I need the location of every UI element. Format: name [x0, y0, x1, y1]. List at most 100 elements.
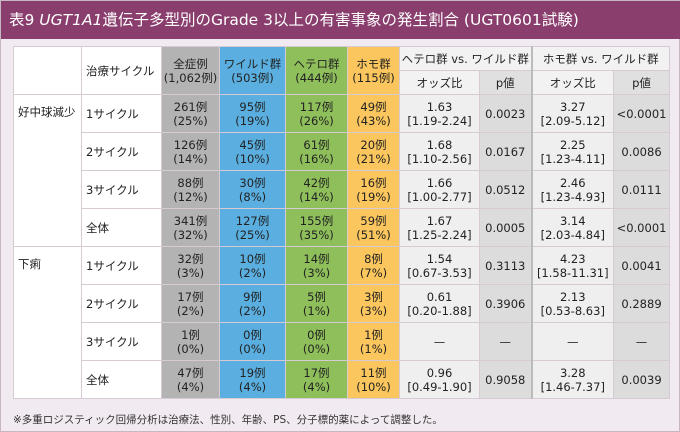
table-row: 下痢 1サイクル 32例 (3%) 10例 (2%) 14例 (3%) 8例 (7%) 1.54 [0…: [13, 246, 671, 399]
wild-sub: (4%): [238, 379, 267, 394]
wild-value: 30例: [239, 175, 266, 190]
p-value-homo-cell: <0.0001: [613, 94, 671, 133]
p-value-homo-cell: 0.0041: [613, 246, 671, 285]
wild-value: 9例: [243, 289, 262, 304]
all-value: 1例: [181, 327, 200, 342]
or2-sub: [1.23-4.93]: [540, 189, 605, 204]
header-het-label: ヘテロ群: [293, 56, 340, 71]
or1-sub: [1.10-2.56]: [407, 151, 472, 166]
het-sub: (3%): [302, 265, 331, 280]
homo-cell: 1例 (1%): [347, 322, 400, 361]
het-sub: (4%): [302, 379, 331, 394]
wild-value: 127例: [235, 213, 270, 228]
p-value-het-cell: 0.9058: [478, 360, 533, 399]
or2-value: 3.28: [559, 365, 586, 380]
het-cell: 117例 (26%): [285, 94, 348, 133]
all-cell: 261例 (25%): [161, 94, 220, 133]
het-value: 42例: [303, 175, 330, 190]
p-value-homo-cell: <0.0001: [613, 208, 671, 247]
or2-value: 2.25: [559, 137, 586, 152]
homo-value: 49例: [360, 99, 387, 114]
all-cell: 32例 (3%): [161, 246, 220, 285]
homo-sub: (51%): [356, 227, 391, 242]
table-row: 2サイクル 126例 (14%) 45例 (10%) 61例 (16%) 20例 (21%) 1.…: [14, 132, 671, 171]
wild-value: 95例: [239, 99, 266, 114]
wild-cell: 0例 (0%): [219, 322, 286, 361]
wild-cell: 30例 (8%): [219, 170, 286, 209]
cycle-cell: 全体: [81, 208, 162, 247]
or2-sub: [2.09-5.12]: [540, 113, 605, 128]
odds-ratio-het-cell: 1.63 [1.19-2.24]: [399, 94, 480, 133]
all-sub: (32%): [173, 227, 208, 242]
homo-sub: (19%): [356, 189, 391, 204]
p-value-het-cell: —: [478, 322, 533, 361]
p-value-het-cell: 0.0023: [478, 94, 533, 133]
odds-ratio-homo-cell: 4.23 [1.58-11.31]: [530, 246, 615, 285]
het-cell: 42例 (14%): [285, 170, 348, 209]
odds-ratio-homo-cell: —: [530, 322, 615, 361]
table-body: 好中球減少 1サイクル 261例 (25%) 95例 (19%) 117例 (26%) 49例(…: [13, 94, 671, 399]
or2-value: —: [567, 334, 579, 349]
or1-value: 0.61: [426, 289, 453, 304]
homo-value: 20例: [360, 137, 387, 152]
p-value-het-cell: 0.3906: [478, 284, 533, 323]
het-value: 5例: [307, 289, 326, 304]
wild-cell: 95例 (19%): [219, 94, 286, 133]
het-value: 61例: [303, 137, 330, 152]
table-row: 好中球減少 1サイクル 261例 (25%) 95例 (19%) 117例 (26%) 49例(…: [13, 94, 671, 247]
homo-cell: 16例 (19%): [347, 170, 400, 209]
homo-cell: 3例 (3%): [347, 284, 400, 323]
or1-value: 0.96: [426, 365, 453, 380]
or2-sub: [2.03-4.84]: [540, 227, 605, 242]
het-value: 0例: [307, 327, 326, 342]
wild-sub: (10%): [235, 151, 270, 166]
cycle-cell: 3サイクル: [81, 322, 162, 361]
p-value-homo-cell: 0.0086: [613, 132, 671, 171]
het-cell: 5例 (1%): [285, 284, 348, 323]
header-p-2: p値: [613, 70, 671, 95]
odds-ratio-homo-cell: 2.46 [1.23-4.93]: [530, 170, 615, 209]
het-sub: (1%): [302, 303, 331, 318]
homo-sub: (43%): [356, 113, 391, 128]
or1-sub: [0.49-1.90]: [407, 379, 472, 394]
all-sub: (4%): [176, 379, 205, 394]
header-wild: ワイルド群 (503例): [219, 46, 286, 95]
het-value: 14例: [303, 251, 330, 266]
homo-cell: 59例 (51%): [347, 208, 400, 247]
odds-ratio-het-cell: 1.67 [1.25-2.24]: [399, 208, 480, 247]
wild-cell: 127例 (25%): [219, 208, 286, 247]
header-p-1: p値: [478, 70, 533, 95]
header-homo-label: ホモ群: [356, 56, 391, 71]
odds-ratio-homo-cell: 2.25 [1.23-4.11]: [530, 132, 615, 171]
het-sub: (26%): [299, 113, 334, 128]
all-value: 126例: [173, 137, 208, 152]
wild-sub: (19%): [235, 113, 270, 128]
wild-cell: 19例 (4%): [219, 360, 286, 399]
or2-sub: [1.46-7.37]: [540, 379, 605, 394]
header-odds-1: オッズ比: [399, 70, 480, 95]
cycle-cell: 3サイクル: [81, 170, 162, 209]
odds-ratio-homo-cell: 3.27 [2.09-5.12]: [530, 94, 615, 133]
homo-value: 1例: [364, 327, 383, 342]
odds-ratio-homo-cell: 2.13 [0.53-8.63]: [530, 284, 615, 323]
p-value-homo-cell: —: [613, 322, 671, 361]
odds-ratio-het-cell: 0.96 [0.49-1.90]: [399, 360, 480, 399]
homo-sub: (1%): [359, 341, 388, 356]
title-gene: UGT1A1: [39, 11, 103, 29]
cycle-cell: 全体: [81, 360, 162, 399]
or2-sub: [1.58-11.31]: [536, 265, 609, 280]
odds-ratio-het-cell: 1.68 [1.10-2.56]: [399, 132, 480, 171]
or1-sub: [1.25-2.24]: [407, 227, 472, 242]
wild-value: 10例: [239, 251, 266, 266]
homo-value: 3例: [364, 289, 383, 304]
header-homo-vs-wild: ホモ群 vs. ワイルド群: [530, 46, 671, 71]
het-value: 117例: [299, 99, 334, 114]
footnote: ※多重ロジスティック回帰分析は治療法、性別、年齢、PS、分子標的薬によって調整し…: [13, 414, 443, 426]
cycle-cell: 1サイクル: [81, 94, 162, 133]
header-all-n: (1,062例): [163, 70, 218, 85]
homo-cell: 11例 (10%): [347, 360, 400, 399]
all-sub: (14%): [173, 151, 208, 166]
wild-value: 45例: [239, 137, 266, 152]
all-cell: 126例 (14%): [161, 132, 220, 171]
